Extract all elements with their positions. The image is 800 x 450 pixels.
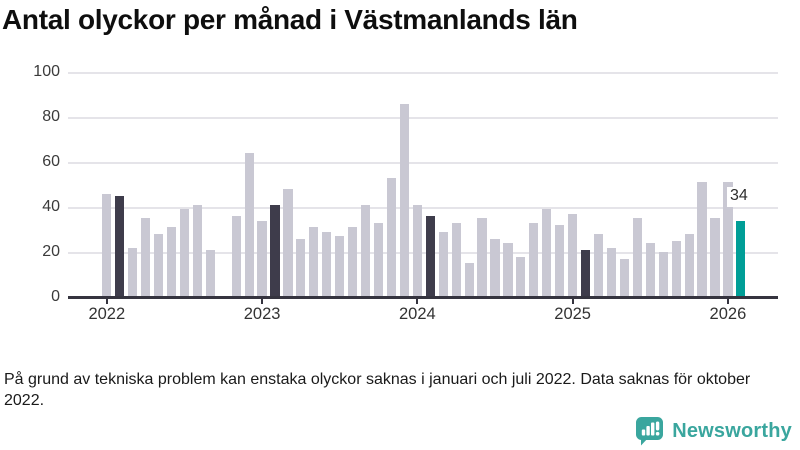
bar-2024-02 [425,216,435,297]
bar-2026-01 [723,182,733,297]
newsworthy-logo-icon [635,416,665,446]
bar-2024-01 [412,204,422,297]
x-axis-tick-2025 [571,299,574,304]
bar-2022-03 [128,247,138,297]
y-axis-label-0: 0 [51,288,60,305]
bar-2025-09 [671,240,681,297]
bar-2026-02 [736,220,746,297]
gridline-y-20 [68,252,778,254]
bar-2023-08 [348,227,358,297]
bar-2025-06 [632,218,642,297]
bar-2025-12 [710,218,720,297]
newsworthy-logo[interactable]: Newsworthy [635,416,792,446]
y-axis-label-40: 40 [42,198,60,215]
gridline-y-100 [68,72,778,74]
bar-2025-03 [593,234,604,297]
bar-2024-03 [438,231,448,297]
bar-2025-04 [606,247,617,297]
bar-2022-06 [166,227,177,297]
x-axis-label-2023: 2023 [243,305,281,323]
bar-2023-09 [361,204,371,297]
bar-2022-11 [231,216,241,297]
x-axis-label-2024: 2024 [399,305,436,323]
bar-2022-08 [192,204,202,297]
bar-2022-01 [102,193,112,297]
bar-2024-10 [529,222,539,297]
bar-2025-01 [568,213,578,297]
x-axis-label-2026: 2026 [709,305,747,323]
bar-2024-09 [516,256,526,297]
x-axis-tick-2024 [416,299,419,304]
chart-title: Antal olyckor per månad i Västmanlands l… [2,4,578,35]
bar-2023-03 [283,189,293,297]
bar-2024-08 [503,243,513,297]
bar-2024-06 [477,218,487,297]
bar-2023-07 [335,236,345,297]
bar-2023-11 [386,177,397,297]
newsworthy-logo-text: Newsworthy [672,419,792,442]
bar-2022-02 [115,195,125,297]
latest-value-label: 34 [727,187,751,207]
x-axis-line [68,296,778,299]
bar-2023-01 [257,220,267,297]
bar-2023-10 [373,222,384,297]
bar-2025-11 [697,182,707,297]
bar-2024-12 [555,225,565,297]
bar-2024-04 [451,222,461,297]
gridline-y-80 [68,117,778,119]
bar-2022-07 [179,209,190,297]
bar-2025-07 [645,243,655,297]
bar-2024-07 [490,238,500,297]
x-axis-label-2022: 2022 [88,305,126,323]
bar-2024-05 [464,263,474,297]
bar-2025-05 [619,258,629,297]
y-axis-label-100: 100 [33,63,60,80]
bar-2025-08 [658,252,668,297]
x-axis-tick-2026 [726,299,729,304]
bar-2023-05 [309,227,319,297]
bar-2025-02 [580,249,591,297]
bar-2022-12 [244,153,254,297]
y-axis-label-80: 80 [42,108,60,125]
bar-2023-04 [296,238,306,297]
x-axis-tick-2023 [261,299,264,304]
y-axis-label-20: 20 [42,243,60,260]
bar-2022-09 [205,249,215,297]
bar-2023-02 [270,204,280,297]
bar-2023-12 [399,103,409,297]
y-axis-label-60: 60 [42,153,60,170]
x-axis-tick-2022 [105,299,108,304]
bar-2022-04 [141,218,151,297]
x-axis-label-2025: 2025 [554,305,591,323]
gridline-y-60 [68,162,778,164]
footnote: På grund av tekniska problem kan enstaka… [4,371,751,409]
bar-2022-05 [153,234,164,297]
bar-2024-11 [542,209,552,297]
bar-2025-10 [684,234,694,297]
bar-2023-06 [322,231,332,297]
gridline-y-40 [68,207,778,209]
